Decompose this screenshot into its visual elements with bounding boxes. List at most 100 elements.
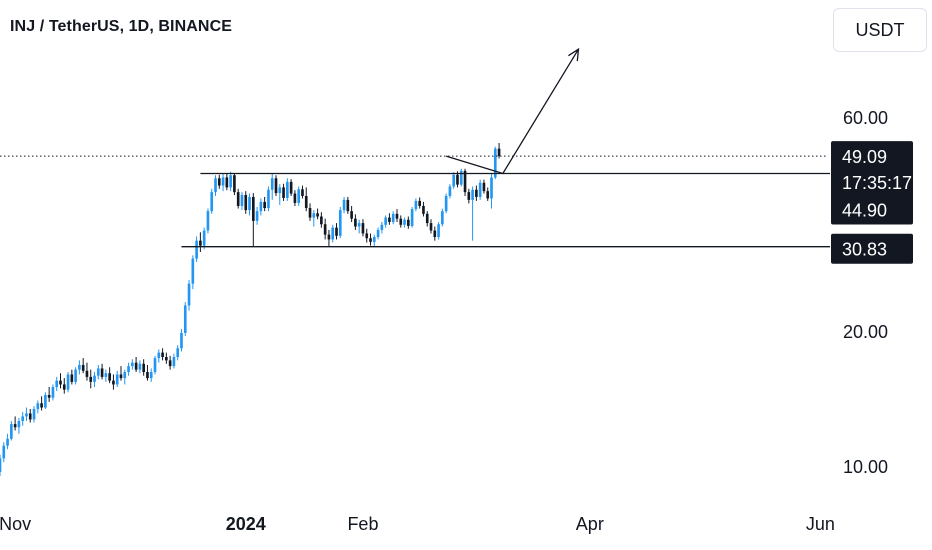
- candle-body: [331, 227, 335, 240]
- candle: [380, 221, 384, 234]
- candle: [131, 359, 134, 370]
- candle: [486, 187, 490, 201]
- candle: [28, 408, 32, 423]
- price-tags: 49.09 17:35:17 44.90 30.83: [831, 141, 913, 264]
- candle: [115, 370, 119, 388]
- candle: [85, 362, 89, 381]
- candle: [21, 411, 25, 426]
- candle-body: [255, 211, 259, 221]
- candle-body: [25, 413, 28, 417]
- projection-arrow[interactable]: [445, 48, 580, 175]
- candle: [146, 364, 149, 381]
- candle: [17, 417, 21, 434]
- candle-body: [51, 387, 55, 398]
- candle-body: [312, 213, 316, 218]
- candle-body: [444, 195, 448, 212]
- candle: [161, 348, 164, 361]
- candle: [259, 198, 263, 216]
- candle: [127, 362, 130, 376]
- candle: [236, 188, 240, 209]
- candle-body: [361, 223, 365, 234]
- candle-body: [112, 380, 115, 385]
- candle-body: [157, 352, 161, 359]
- candle-body: [478, 182, 482, 197]
- candle-body: [471, 189, 474, 200]
- y-tick-label: 20.00: [843, 322, 888, 342]
- candle: [138, 360, 142, 374]
- candle-body: [493, 148, 497, 178]
- price-axis[interactable]: 60.00 20.00 10.00: [843, 108, 888, 477]
- candle: [369, 233, 372, 246]
- candle-body: [323, 224, 327, 235]
- candle-body: [108, 373, 111, 381]
- candle: [448, 184, 452, 199]
- candle: [78, 360, 81, 375]
- candle-body: [342, 199, 346, 211]
- y-tick-label: 60.00: [843, 108, 888, 128]
- candle-body: [251, 196, 255, 221]
- candle: [270, 173, 274, 200]
- candle: [342, 196, 346, 214]
- time-axis[interactable]: Nov 2024 Feb Apr Jun: [0, 514, 835, 534]
- candle: [357, 219, 361, 234]
- candle: [354, 214, 357, 230]
- candle-body: [100, 368, 104, 377]
- candle-body: [388, 217, 391, 222]
- candle-body: [384, 217, 387, 225]
- candle-body: [248, 196, 251, 211]
- candle-body: [191, 258, 195, 284]
- candle: [467, 188, 471, 204]
- candle-body: [365, 233, 369, 239]
- candle: [187, 279, 191, 311]
- currency-button[interactable]: USDT: [833, 8, 927, 52]
- candle: [248, 193, 251, 216]
- candle-body: [414, 200, 418, 210]
- candle-body: [127, 366, 130, 373]
- candle-body: [482, 182, 486, 192]
- candle-body: [115, 374, 119, 385]
- candle-body: [456, 174, 459, 185]
- candle-body: [369, 238, 372, 242]
- candle-body: [176, 348, 180, 357]
- candle-body: [187, 283, 191, 306]
- candle-body: [2, 445, 6, 459]
- candle-body: [10, 424, 13, 439]
- candle: [123, 369, 127, 385]
- candle: [199, 232, 202, 253]
- candle: [74, 367, 77, 385]
- candle-body: [429, 223, 433, 231]
- candle-body: [202, 230, 206, 246]
- candle: [119, 366, 123, 381]
- candle: [452, 172, 456, 189]
- candle: [134, 356, 138, 373]
- candle-body: [59, 380, 62, 385]
- candle-body: [286, 181, 289, 198]
- candle: [407, 216, 410, 229]
- y-tick-label: 10.00: [843, 457, 888, 477]
- candle-body: [380, 224, 384, 230]
- candle: [441, 208, 444, 227]
- candle-body: [399, 218, 403, 225]
- candle: [493, 146, 497, 180]
- candle-body: [206, 211, 210, 231]
- candle: [255, 206, 259, 225]
- candle: [36, 400, 40, 414]
- candle: [323, 218, 327, 240]
- candle-body: [403, 219, 406, 225]
- candle: [10, 420, 13, 441]
- candle-body: [354, 218, 357, 227]
- candle-body: [475, 189, 478, 197]
- candle: [282, 183, 285, 201]
- candle-body: [274, 178, 278, 194]
- candle-body: [407, 219, 410, 226]
- candle-body: [338, 210, 342, 236]
- level-price-tag-text: 44.90: [842, 200, 887, 220]
- candle: [478, 179, 482, 200]
- candle-body: [96, 368, 100, 376]
- candle: [202, 227, 206, 250]
- candle: [320, 212, 323, 228]
- candle: [293, 190, 297, 206]
- candle: [172, 353, 176, 369]
- candle-body: [225, 177, 229, 188]
